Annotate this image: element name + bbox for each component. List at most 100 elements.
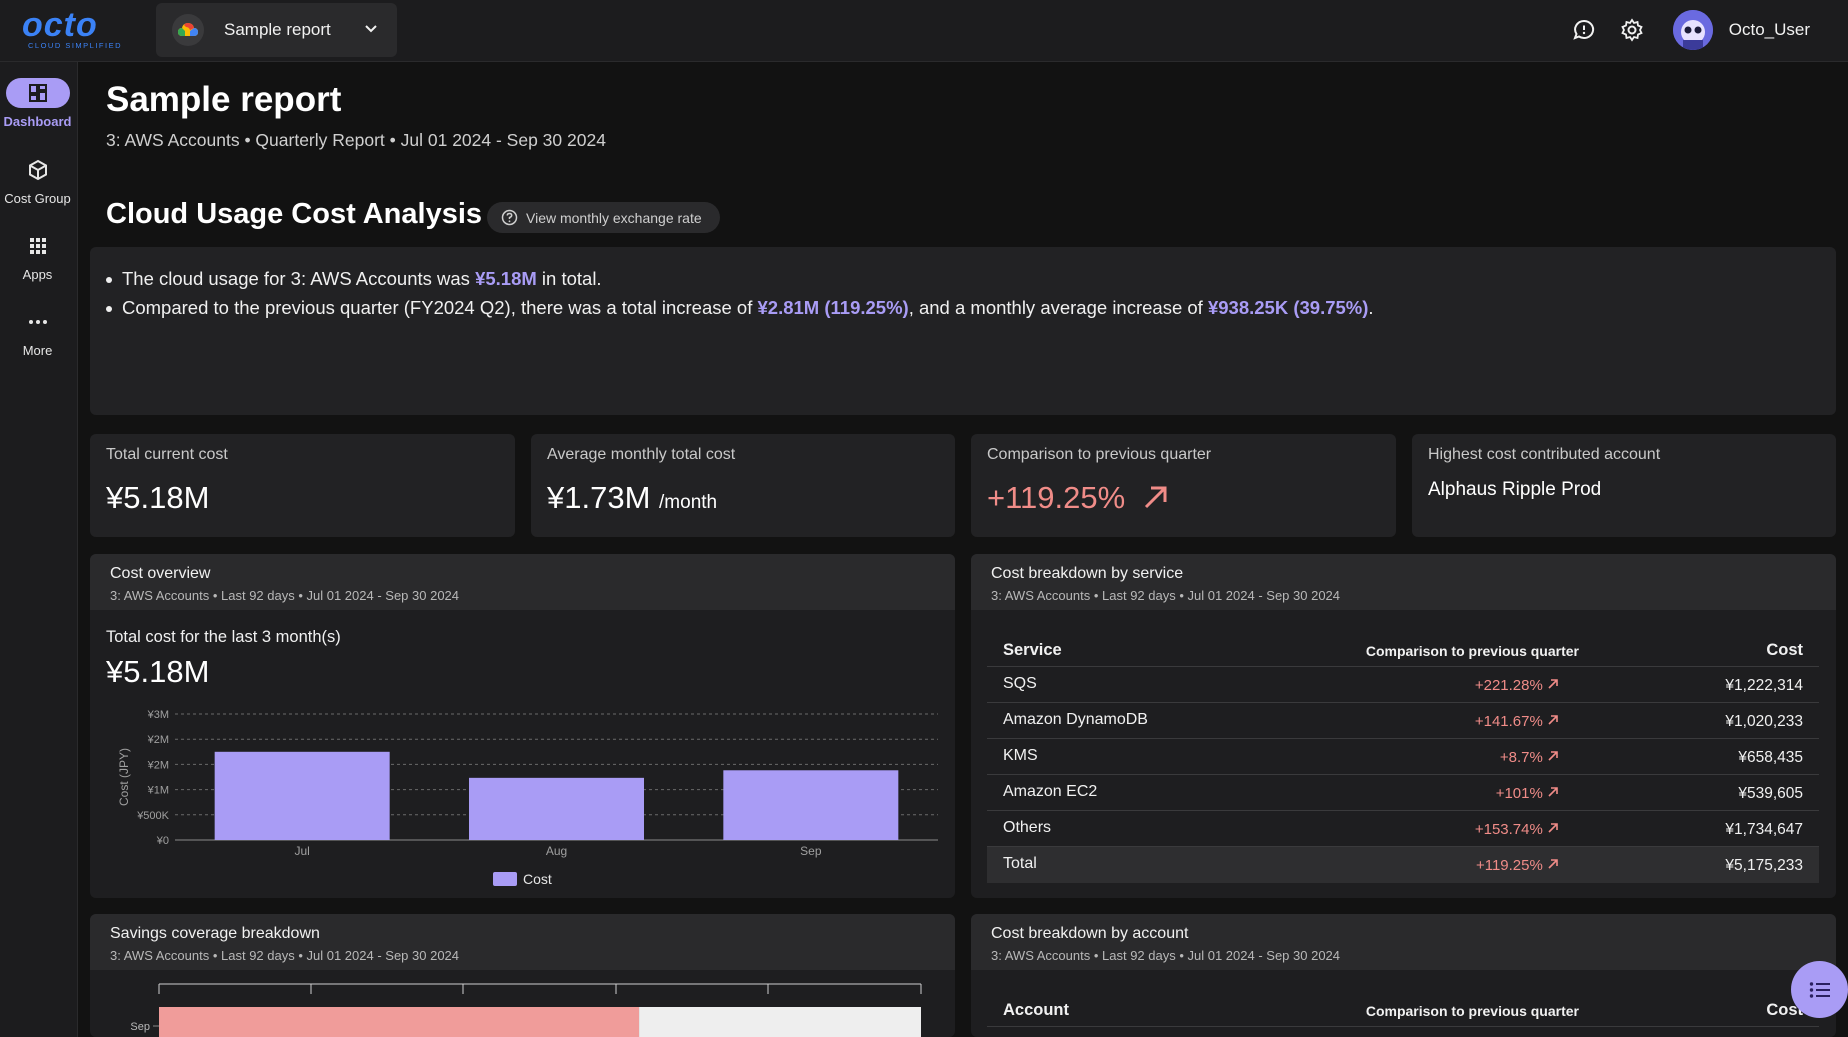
kpi-value: +119.25% (987, 480, 1396, 516)
card-subtitle: 3: AWS Accounts • Last 92 days • Jul 01 … (991, 588, 1341, 603)
feedback-icon[interactable] (1571, 17, 1597, 43)
cost-value: ¥5,175,233 (1725, 857, 1803, 874)
kpi-highest-account: Highest cost contributed account Alphaus… (1412, 434, 1836, 537)
savings-coverage-card: Savings coverage breakdown 3: AWS Accoun… (90, 914, 955, 1037)
savings-uncovered-bar (639, 1007, 921, 1037)
table-header: Service Comparison to previous quarter C… (987, 629, 1819, 667)
cost-value: ¥1,020,233 (1725, 713, 1803, 730)
service-breakdown-card: Cost breakdown by service 3: AWS Account… (971, 554, 1836, 898)
x-tick-label: Jul (294, 844, 309, 858)
arrow-up-right-icon (1548, 859, 1558, 869)
card-subtitle: 3: AWS Accounts • Last 92 days • Jul 01 … (991, 948, 1341, 963)
table-row[interactable]: Amazon DynamoDB +141.67% ¥1,020,233 (987, 703, 1819, 739)
exchange-button-label: View monthly exchange rate (526, 209, 702, 226)
nav-label: Dashboard (3, 114, 72, 129)
arrow-up-right-icon (1548, 787, 1558, 797)
table-row[interactable]: Amazon EC2 +101% ¥539,605 (987, 775, 1819, 811)
card-subtitle: 3: AWS Accounts • Last 92 days • Jul 01 … (110, 948, 460, 963)
y-axis-label: Cost (JPY) (117, 748, 131, 806)
service-name: KMS (1003, 747, 1038, 764)
account-breakdown-card: Cost breakdown by account 3: AWS Account… (971, 914, 1836, 1037)
table-row[interactable]: Others +153.74% ¥1,734,647 (987, 811, 1819, 847)
nav-item-more[interactable]: More (0, 307, 75, 358)
user-name[interactable]: Octo_User (1728, 20, 1810, 39)
cost-value: ¥658,435 (1738, 749, 1803, 766)
view-exchange-rate-button[interactable]: View monthly exchange rate (487, 202, 720, 233)
table-header: Account Comparison to previous quarter C… (987, 989, 1819, 1027)
gear-icon[interactable] (1619, 17, 1645, 43)
help-circle-icon (501, 209, 518, 226)
nav-item-dashboard[interactable]: Dashboard (0, 78, 75, 129)
nav-label: Apps (22, 267, 53, 282)
service-name: Amazon DynamoDB (1003, 711, 1148, 728)
apps-grid-icon (6, 231, 70, 261)
column-header-service[interactable]: Service (1003, 641, 1062, 659)
column-header-cost[interactable]: Cost (1766, 1001, 1803, 1019)
y-tick-label: ¥2M (147, 734, 169, 746)
service-name: Amazon EC2 (1003, 783, 1098, 800)
logo-text: octo (22, 6, 98, 44)
nav-item-apps[interactable]: Apps (0, 231, 75, 282)
kpi-label: Total current cost (106, 446, 228, 463)
kpi-value: ¥1.73M /month (547, 480, 718, 515)
change-value: +141.67% (1475, 713, 1559, 730)
x-tick-label: Sep (800, 844, 822, 858)
savings-row-label: Sep (130, 1021, 150, 1033)
kpi-comparison: Comparison to previous quarter +119.25% (971, 434, 1396, 537)
arrow-up-right-icon (1548, 715, 1558, 725)
change-value: +119.25% (1476, 857, 1559, 874)
arrow-up-right-icon (1548, 751, 1558, 761)
logo-tagline: CLOUD SIMPLIFIED (28, 41, 123, 50)
y-tick-label: ¥500K (136, 810, 169, 822)
change-value: +153.74% (1475, 821, 1559, 838)
analysis-summary: The cloud usage for 3: AWS Accounts was … (90, 247, 1836, 415)
kpi-value: Alphaus Ripple Prod (1428, 479, 1602, 500)
savings-covered-bar (159, 1007, 640, 1037)
account-table: Account Comparison to previous quarter C… (987, 989, 1819, 1027)
table-total-row: Total +119.25% ¥5,175,233 (987, 847, 1819, 883)
total-label: Total (1003, 855, 1037, 872)
summary-line-total: The cloud usage for 3: AWS Accounts was … (106, 264, 1836, 293)
y-tick-label: ¥3M (147, 709, 169, 721)
arrow-up-right-icon (1548, 679, 1558, 689)
change-value: +221.28% (1475, 677, 1559, 694)
bar-sep (723, 770, 899, 840)
y-tick-label: ¥0 (156, 835, 169, 847)
summary-line-comparison: Compared to the previous quarter (FY2024… (106, 293, 1836, 322)
table-row[interactable]: SQS +221.28% ¥1,222,314 (987, 667, 1819, 703)
report-selector-label: Sample report (224, 20, 331, 39)
service-name: Others (1003, 819, 1052, 836)
card-title: Cost overview (110, 565, 211, 582)
total-cost-label: Total cost for the last 3 month(s) (106, 628, 341, 646)
top-bar: octo CLOUD SIMPLIFIED Sample report Octo… (0, 0, 1848, 62)
y-tick-label: ¥2M (147, 759, 169, 771)
bar-aug (469, 777, 644, 840)
column-header-cost[interactable]: Cost (1766, 641, 1803, 659)
service-table: Service Comparison to previous quarter C… (987, 629, 1819, 883)
column-header-comparison[interactable]: Comparison to previous quarter (1365, 643, 1579, 659)
arrow-up-right-icon (1144, 486, 1167, 509)
table-row[interactable]: KMS +8.7% ¥658,435 (987, 739, 1819, 775)
kpi-total-cost: Total current cost ¥5.18M (90, 434, 515, 537)
column-header-comparison[interactable]: Comparison to previous quarter (1365, 1003, 1579, 1019)
change-value: +8.7% (1500, 749, 1559, 766)
nav-label: More (22, 343, 53, 358)
chevron-down-icon (363, 20, 379, 41)
avatar[interactable] (1672, 10, 1713, 50)
cost-overview-card: Cost overview 3: AWS Accounts • Last 92 … (90, 554, 955, 898)
legend-swatch (493, 872, 517, 886)
more-dots-icon (6, 307, 70, 337)
arrow-up-right-icon (1548, 823, 1558, 833)
page-subtitle: 3: AWS Accounts • Quarterly Report • Jul… (106, 130, 606, 150)
column-header-account[interactable]: Account (1003, 1001, 1069, 1019)
kpi-average-monthly: Average monthly total cost ¥1.73M /month (531, 434, 955, 537)
service-name: SQS (1003, 675, 1037, 692)
report-selector[interactable]: Sample report (156, 3, 397, 57)
nav-item-cost-group[interactable]: Cost Group (0, 155, 75, 206)
cost-value: ¥539,605 (1738, 785, 1803, 802)
savings-coverage-chart: Sep (130, 983, 922, 1037)
table-of-contents-button[interactable] (1791, 961, 1848, 1018)
google-cloud-icon (172, 14, 204, 46)
left-nav: Dashboard Cost Group Apps More (0, 62, 78, 1037)
octo-logo[interactable]: octo CLOUD SIMPLIFIED (22, 6, 132, 52)
